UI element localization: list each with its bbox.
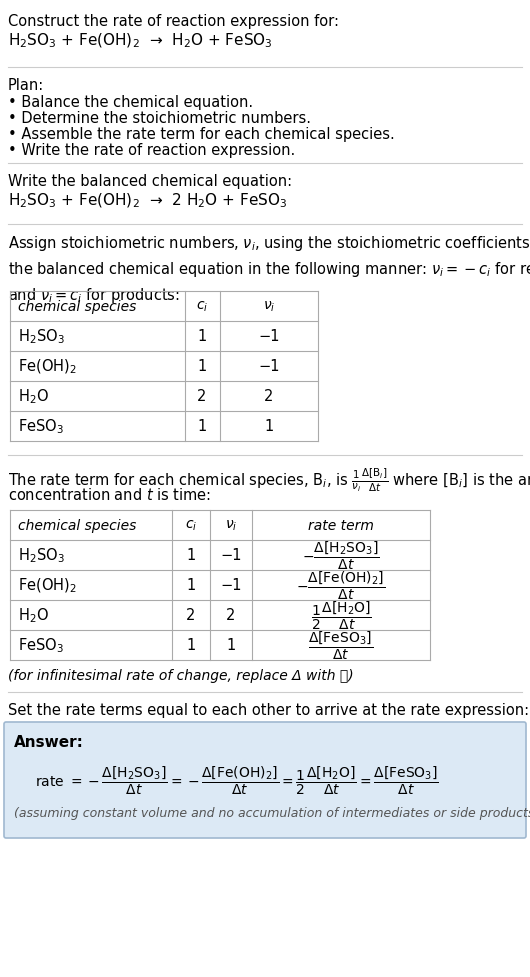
Text: $\dfrac{1}{2}\dfrac{\Delta[\mathrm{H_2O}]}{\Delta t}$: $\dfrac{1}{2}\dfrac{\Delta[\mathrm{H_2O}… — [311, 599, 372, 631]
Text: −1: −1 — [220, 578, 242, 593]
Text: 1: 1 — [187, 548, 196, 563]
Text: FeSO$_3$: FeSO$_3$ — [18, 636, 64, 655]
Text: • Balance the chemical equation.: • Balance the chemical equation. — [8, 95, 253, 109]
Text: H$_2$O: H$_2$O — [18, 606, 49, 624]
Text: $\nu_i$: $\nu_i$ — [263, 300, 275, 314]
Text: H$_2$SO$_3$ + Fe(OH)$_2$  →  2 H$_2$O + FeSO$_3$: H$_2$SO$_3$ + Fe(OH)$_2$ → 2 H$_2$O + Fe… — [8, 191, 287, 210]
Text: concentration and $t$ is time:: concentration and $t$ is time: — [8, 487, 211, 502]
Text: Construct the rate of reaction expression for:: Construct the rate of reaction expressio… — [8, 14, 339, 29]
Text: 1: 1 — [187, 578, 196, 593]
Text: 2: 2 — [187, 608, 196, 623]
Text: 1: 1 — [187, 638, 196, 653]
Text: chemical species: chemical species — [18, 300, 136, 314]
Text: • Write the rate of reaction expression.: • Write the rate of reaction expression. — [8, 143, 295, 158]
Text: $\dfrac{\Delta[\mathrm{FeSO_3}]}{\Delta t}$: $\dfrac{\Delta[\mathrm{FeSO_3}]}{\Delta … — [308, 629, 374, 661]
Text: 1: 1 — [264, 419, 273, 434]
Text: $\nu_i$: $\nu_i$ — [225, 518, 237, 532]
FancyBboxPatch shape — [4, 722, 526, 838]
Text: • Determine the stoichiometric numbers.: • Determine the stoichiometric numbers. — [8, 110, 311, 126]
Text: 2: 2 — [197, 389, 207, 404]
Text: rate term: rate term — [308, 519, 374, 532]
Text: 2: 2 — [264, 389, 273, 404]
Text: −1: −1 — [258, 329, 280, 344]
Text: $c_i$: $c_i$ — [196, 300, 208, 314]
Text: H$_2$SO$_3$: H$_2$SO$_3$ — [18, 546, 65, 565]
Text: (for infinitesimal rate of change, replace Δ with 𝑑): (for infinitesimal rate of change, repla… — [8, 668, 354, 682]
Text: 1: 1 — [197, 419, 207, 434]
Text: Assign stoichiometric numbers, $\nu_i$, using the stoichiometric coefficients, $: Assign stoichiometric numbers, $\nu_i$, … — [8, 234, 530, 305]
Text: (assuming constant volume and no accumulation of intermediates or side products): (assuming constant volume and no accumul… — [14, 806, 530, 819]
Text: Fe(OH)$_2$: Fe(OH)$_2$ — [18, 358, 77, 376]
Text: 1: 1 — [197, 360, 207, 374]
Text: chemical species: chemical species — [18, 519, 136, 532]
Text: −1: −1 — [220, 548, 242, 563]
Text: FeSO$_3$: FeSO$_3$ — [18, 417, 64, 436]
Text: Set the rate terms equal to each other to arrive at the rate expression:: Set the rate terms equal to each other t… — [8, 702, 529, 717]
Text: • Assemble the rate term for each chemical species.: • Assemble the rate term for each chemic… — [8, 127, 395, 142]
Text: −1: −1 — [258, 360, 280, 374]
Text: $-\dfrac{\Delta[\mathrm{Fe(OH)_2}]}{\Delta t}$: $-\dfrac{\Delta[\mathrm{Fe(OH)_2}]}{\Del… — [296, 570, 386, 602]
Text: Write the balanced chemical equation:: Write the balanced chemical equation: — [8, 174, 292, 189]
Text: $c_i$: $c_i$ — [185, 518, 197, 532]
Text: H$_2$SO$_3$: H$_2$SO$_3$ — [18, 327, 65, 346]
Text: $-\dfrac{\Delta[\mathrm{H_2SO_3}]}{\Delta t}$: $-\dfrac{\Delta[\mathrm{H_2SO_3}]}{\Delt… — [302, 539, 380, 572]
Text: The rate term for each chemical species, B$_i$, is $\frac{1}{\nu_i}\frac{\Delta[: The rate term for each chemical species,… — [8, 467, 530, 494]
Text: H$_2$O: H$_2$O — [18, 387, 49, 405]
Text: H$_2$SO$_3$ + Fe(OH)$_2$  →  H$_2$O + FeSO$_3$: H$_2$SO$_3$ + Fe(OH)$_2$ → H$_2$O + FeSO… — [8, 32, 273, 51]
Text: 1: 1 — [226, 638, 236, 653]
Text: Fe(OH)$_2$: Fe(OH)$_2$ — [18, 576, 77, 595]
Text: rate $= -\dfrac{\Delta[\mathrm{H_2SO_3}]}{\Delta t} = -\dfrac{\Delta[\mathrm{Fe(: rate $= -\dfrac{\Delta[\mathrm{H_2SO_3}]… — [35, 764, 439, 796]
Text: 2: 2 — [226, 608, 236, 623]
Text: Plan:: Plan: — [8, 78, 44, 93]
Text: Answer:: Answer: — [14, 735, 84, 749]
Text: 1: 1 — [197, 329, 207, 344]
